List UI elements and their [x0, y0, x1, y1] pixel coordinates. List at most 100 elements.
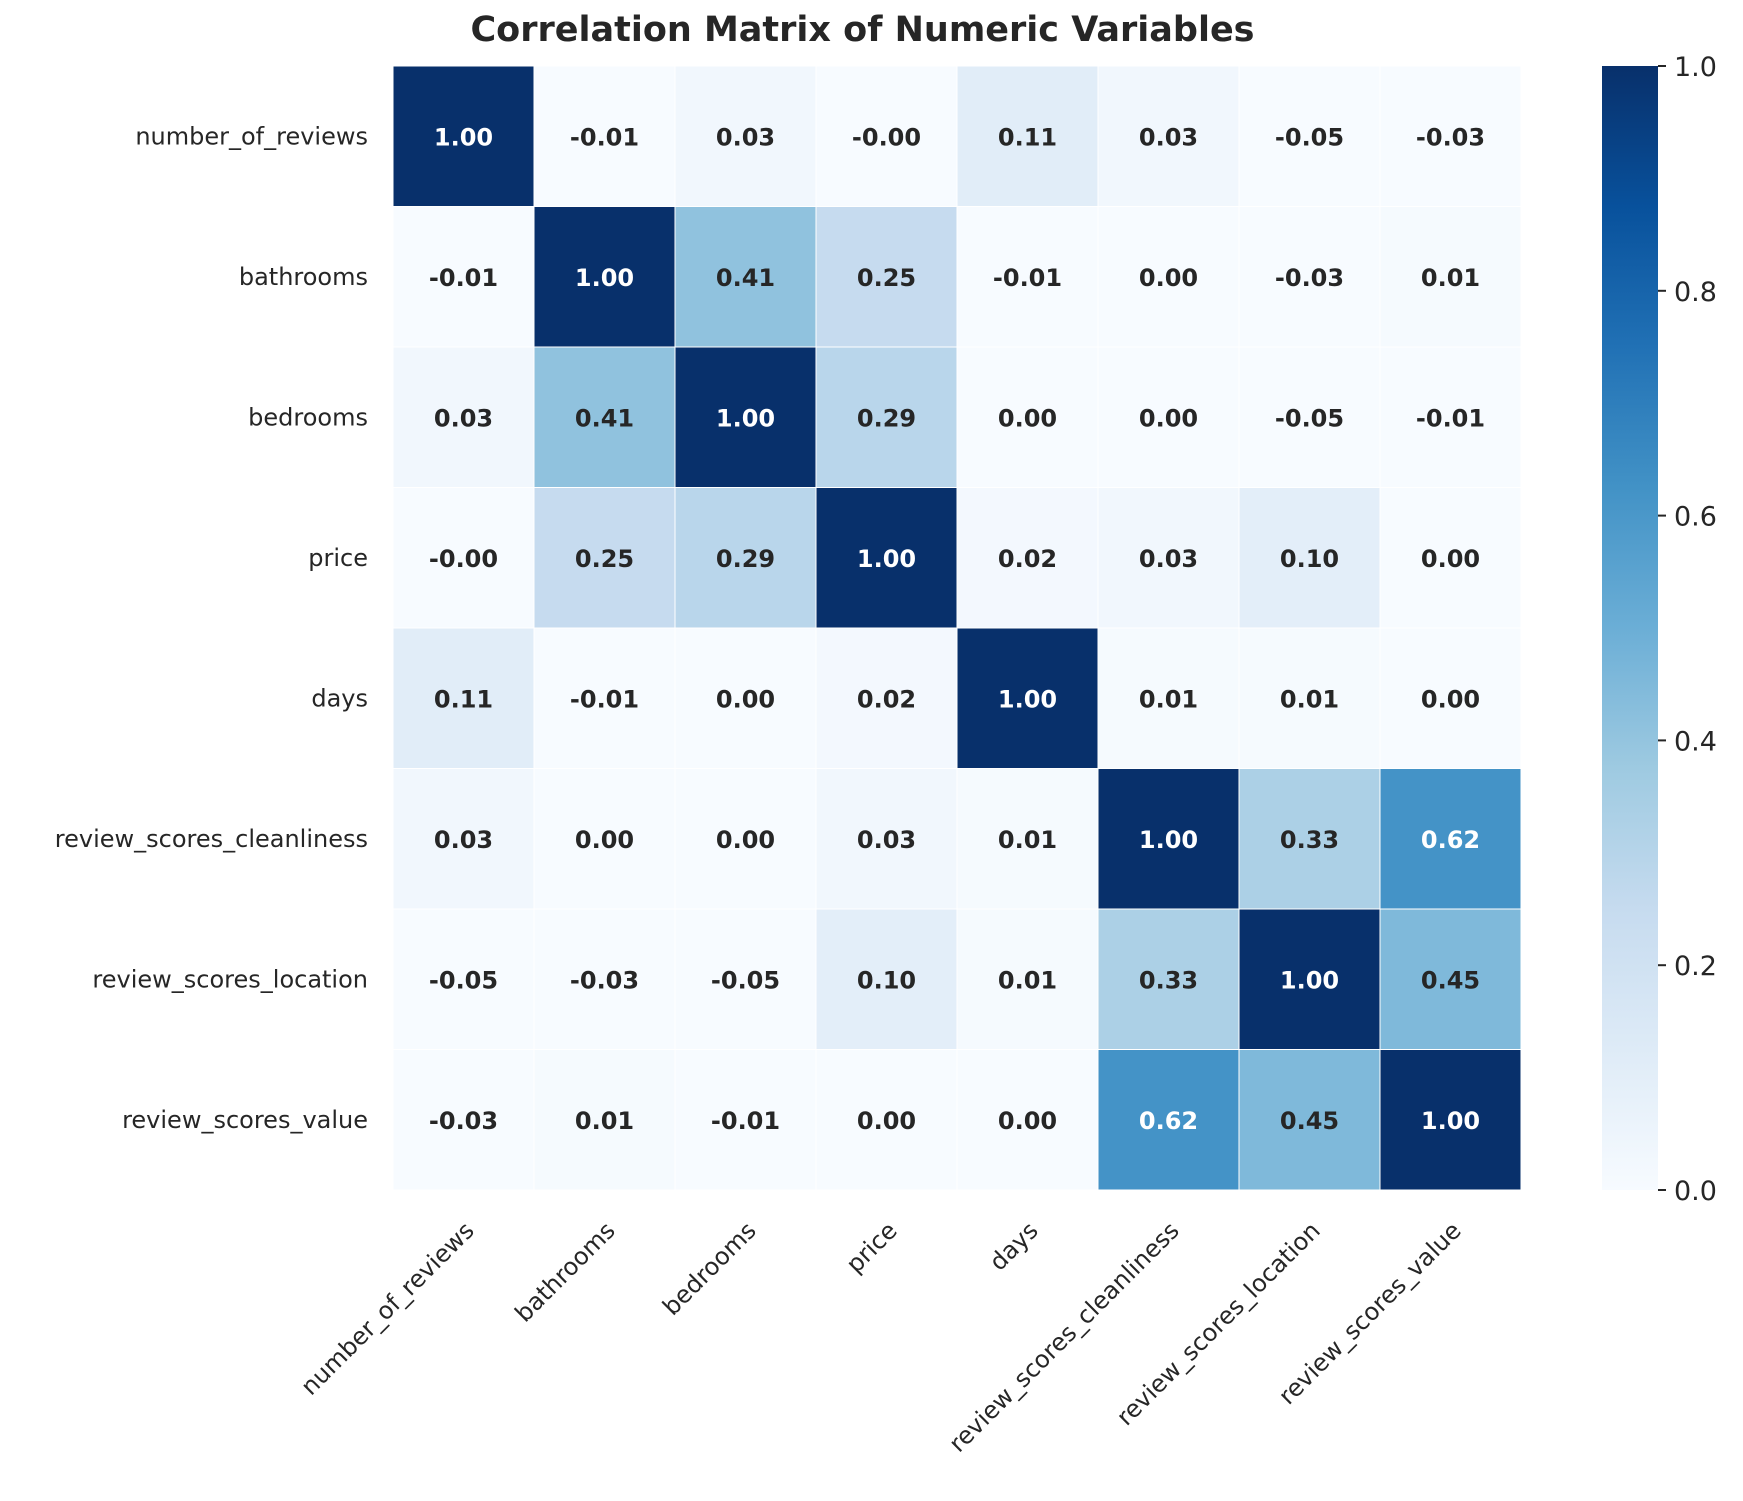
heatmap-cell-review-scores-cleanliness-price — [815, 768, 958, 910]
cell-value-label: 0.25 — [857, 264, 916, 292]
row-label-number-of-reviews: number_of_reviews — [135, 122, 368, 150]
heatmap-cell-days-price — [815, 627, 958, 769]
heatmap-cell-review-scores-value-review-scores-value — [1379, 1049, 1522, 1191]
heatmap-cell-bathrooms-bathrooms — [533, 206, 676, 348]
cell-value-label: 0.03 — [857, 826, 916, 854]
row-labels: number_of_reviews bathrooms bedrooms price d… — [55, 122, 368, 1134]
heatmap-cell-review-scores-cleanliness-days — [956, 768, 1099, 910]
heatmap-cell-bedrooms-days — [956, 346, 1099, 488]
colorbar-tick-label: 0.4 — [1674, 726, 1717, 757]
heatmap-cell-days-bedrooms — [674, 627, 817, 769]
cell-value-label: 0.03 — [1139, 123, 1198, 151]
cell-value-label: 0.02 — [998, 545, 1057, 573]
cell-value-label: 0.00 — [1421, 545, 1480, 573]
cell-value-label: 0.00 — [998, 404, 1057, 432]
column-label-bathrooms: bathrooms — [510, 1216, 621, 1327]
heatmap-cell-days-days — [956, 627, 1099, 769]
heatmap-cell-days-review-scores-cleanliness — [1097, 627, 1240, 769]
colorbar-gradient — [1602, 66, 1658, 1190]
cell-value-label: 0.01 — [1421, 264, 1480, 292]
cell-value-label: 0.62 — [1421, 826, 1480, 854]
heatmap-cell-price-review-scores-value — [1379, 487, 1522, 629]
cell-value-label: 0.03 — [716, 123, 775, 151]
cell-value-label: 0.03 — [434, 404, 493, 432]
cell-value-label: 1.00 — [575, 264, 634, 292]
heatmap-cell-bathrooms-review-scores-value — [1379, 206, 1522, 348]
cell-value-label: -0.05 — [711, 966, 780, 994]
cell-value-label: -0.03 — [1275, 264, 1344, 292]
cell-value-label: 0.41 — [716, 264, 775, 292]
heatmap-cell-price-number-of-reviews — [392, 487, 535, 629]
heatmap-cell-price-review-scores-location — [1238, 487, 1381, 629]
heatmap-cell-number-of-reviews-price — [815, 65, 958, 207]
cell-value-label: 0.01 — [998, 966, 1057, 994]
heatmap-cell-bedrooms-bathrooms — [533, 346, 676, 488]
cell-value-label: -0.05 — [429, 966, 498, 994]
cell-value-label: 0.00 — [1139, 264, 1198, 292]
heatmap-cell-days-review-scores-location — [1238, 627, 1381, 769]
heatmap-cell-review-scores-cleanliness-bedrooms — [674, 768, 817, 910]
heatmap-cell-review-scores-location-bedrooms — [674, 908, 817, 1050]
row-label-review-scores-value: review_scores_value — [122, 1106, 368, 1134]
column-labels: number_of_reviews bathrooms bedrooms price d… — [295, 1216, 1466, 1457]
colorbar-ticks: 0.0 0.2 0.4 0.6 0.8 1.0 — [1658, 52, 1717, 1207]
heatmap-cell-bathrooms-review-scores-location — [1238, 206, 1381, 348]
colorbar-tick-label: 0.8 — [1674, 277, 1717, 308]
cell-value-label: -0.00 — [852, 123, 921, 151]
column-label-price: price — [841, 1216, 903, 1278]
cell-value-label: 0.01 — [1280, 685, 1339, 713]
heatmap-cell-bathrooms-number-of-reviews — [392, 206, 535, 348]
column-label-review-scores-cleanliness: review_scores_cleanliness — [943, 1216, 1184, 1457]
cell-value-label: 0.03 — [1139, 545, 1198, 573]
cell-value-label: 0.11 — [434, 685, 493, 713]
heatmap-cell-number-of-reviews-bedrooms — [674, 65, 817, 207]
column-label-number-of-reviews: number_of_reviews — [295, 1216, 479, 1400]
cell-value-label: 0.41 — [575, 404, 634, 432]
cell-value-label: -0.01 — [429, 264, 498, 292]
row-label-review-scores-cleanliness: review_scores_cleanliness — [55, 825, 368, 853]
heatmap-cell-review-scores-location-days — [956, 908, 1099, 1050]
cell-value-label: 0.01 — [998, 826, 1057, 854]
heatmap-cell-review-scores-location-number-of-reviews — [392, 908, 535, 1050]
cell-value-label: 1.00 — [1139, 826, 1198, 854]
heatmap-cell-review-scores-location-bathrooms — [533, 908, 676, 1050]
cell-value-label: -0.00 — [429, 545, 498, 573]
cell-value-label: -0.05 — [1275, 123, 1344, 151]
colorbar-tick-label: 1.0 — [1674, 52, 1717, 83]
cell-value-label: -0.01 — [570, 123, 639, 151]
heatmap-cell-days-number-of-reviews — [392, 627, 535, 769]
heatmap-cell-price-days — [956, 487, 1099, 629]
cell-value-label: -0.01 — [993, 264, 1062, 292]
column-label-bedrooms: bedrooms — [657, 1216, 762, 1321]
cell-value-label: 0.62 — [1139, 1107, 1198, 1135]
heatmap-cell-bathrooms-price — [815, 206, 958, 348]
cell-value-label: 0.03 — [434, 826, 493, 854]
cell-value-label: 0.00 — [1421, 685, 1480, 713]
heatmap-cell-number-of-reviews-review-scores-location — [1238, 65, 1381, 207]
heatmap-cell-bathrooms-review-scores-cleanliness — [1097, 206, 1240, 348]
heatmap-cell-bedrooms-review-scores-value — [1379, 346, 1522, 488]
heatmap-cell-number-of-reviews-number-of-reviews — [392, 65, 535, 207]
heatmap-cell-review-scores-value-price — [815, 1049, 958, 1191]
cell-value-label: -0.01 — [1416, 404, 1485, 432]
cell-value-label: -0.03 — [429, 1107, 498, 1135]
cell-annotations: 1.00 -0.01 0.03 -0.00 0.11 0.03 -0.05 -0.03 -0.0… — [429, 123, 1485, 1135]
colorbar-tick-label: 0.0 — [1674, 1176, 1717, 1207]
heatmap-cell-bathrooms-days — [956, 206, 1099, 348]
heatmap-cell-number-of-reviews-bathrooms — [533, 65, 676, 207]
heatmap-cell-review-scores-value-bedrooms — [674, 1049, 817, 1191]
row-label-review-scores-location: review_scores_location — [92, 965, 368, 993]
heatmap-cell-review-scores-cleanliness-review-scores-value — [1379, 768, 1522, 910]
cell-value-label: -0.05 — [1275, 404, 1344, 432]
heatmap-cell-bedrooms-price — [815, 346, 958, 488]
cell-value-label: 0.01 — [1139, 685, 1198, 713]
heatmap-cell-price-review-scores-cleanliness — [1097, 487, 1240, 629]
cell-value-label: 1.00 — [857, 545, 916, 573]
cell-value-label: 1.00 — [1280, 966, 1339, 994]
heatmap-cell-review-scores-value-review-scores-location — [1238, 1049, 1381, 1191]
heatmap-cell-review-scores-cleanliness-review-scores-location — [1238, 768, 1381, 910]
cell-value-label: -0.03 — [1416, 123, 1485, 151]
heatmap-cell-bedrooms-number-of-reviews — [392, 346, 535, 488]
cell-value-label: 0.25 — [575, 545, 634, 573]
